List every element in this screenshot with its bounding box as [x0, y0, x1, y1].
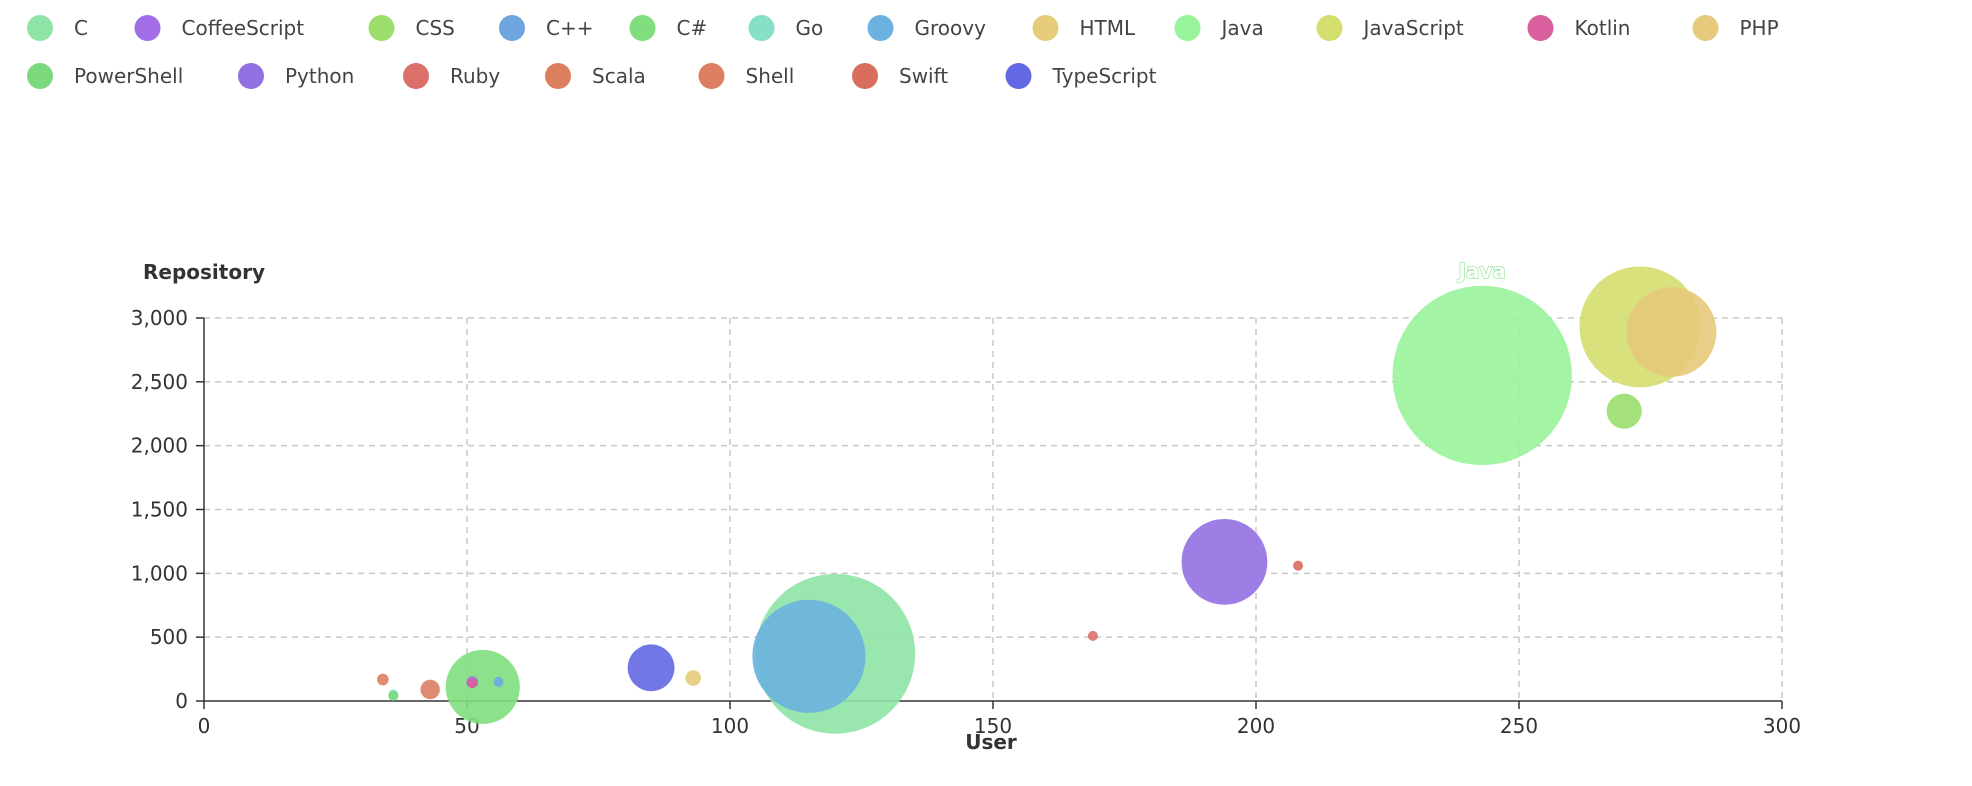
- legend-label: C++: [546, 16, 593, 40]
- legend-marker: [1527, 15, 1554, 41]
- bubble-typescript[interactable]: [627, 644, 675, 692]
- bubble-html[interactable]: [685, 670, 701, 686]
- y-tick-label: 0: [175, 689, 188, 713]
- legend-label: Kotlin: [1575, 16, 1631, 40]
- legend-marker: [748, 15, 775, 41]
- y-tick-label: 500: [150, 625, 188, 649]
- bubble-csharp[interactable]: [445, 649, 520, 725]
- legend-item-shell[interactable]: Shell: [698, 63, 795, 89]
- bubble-scala[interactable]: [376, 673, 389, 686]
- legend-label: PowerShell: [74, 64, 183, 88]
- x-axis-title: User: [965, 730, 1017, 754]
- legend-item-ruby[interactable]: Ruby: [403, 63, 500, 89]
- y-tick-label: 1,500: [131, 498, 188, 522]
- legend-item-javascript[interactable]: JavaScript: [1316, 15, 1464, 41]
- bubble-ruby[interactable]: [1087, 630, 1098, 641]
- legend-label: Python: [285, 64, 354, 88]
- plot-area: Java: [376, 258, 1717, 734]
- bubble-php[interactable]: [1626, 287, 1717, 377]
- bubble-cpp[interactable]: [493, 676, 504, 687]
- bubble-swift[interactable]: [1293, 560, 1304, 571]
- legend-label: C: [74, 16, 88, 40]
- legend-marker: [698, 63, 725, 89]
- legend-label: PHP: [1740, 16, 1779, 40]
- bubble-java[interactable]: [1392, 285, 1572, 466]
- x-tick-label: 0: [198, 714, 211, 738]
- y-axis-title: Repository: [143, 260, 265, 284]
- legend-marker: [134, 15, 161, 41]
- legend-marker: [1174, 15, 1201, 41]
- bubble-powershell[interactable]: [388, 690, 399, 701]
- legend-item-coffeescript[interactable]: CoffeeScript: [134, 15, 305, 41]
- y-tick-label: 3,000: [131, 306, 188, 330]
- legend-label: CSS: [416, 16, 455, 40]
- bubble-label-java: Java: [1456, 259, 1505, 283]
- legend-item-php[interactable]: PHP: [1692, 15, 1779, 41]
- legend-label: Shell: [746, 64, 795, 88]
- legend-item-c[interactable]: C: [27, 15, 88, 41]
- legend-marker: [1316, 15, 1343, 41]
- legend-item-cpp[interactable]: C++: [499, 15, 593, 41]
- legend-label: HTML: [1080, 16, 1137, 40]
- bubble-groovy[interactable]: [752, 599, 866, 713]
- legend-item-html[interactable]: HTML: [1032, 15, 1137, 41]
- legend-item-java[interactable]: Java: [1174, 15, 1264, 41]
- legend-label: JavaScript: [1362, 16, 1464, 40]
- legend-marker: [27, 15, 53, 41]
- legend-item-css[interactable]: CSS: [368, 15, 455, 41]
- legend-label: TypeScript: [1052, 64, 1157, 88]
- legend-label: Ruby: [450, 64, 500, 88]
- legend-marker: [545, 63, 571, 89]
- legend-item-swift[interactable]: Swift: [852, 63, 948, 89]
- legend-marker: [852, 63, 878, 89]
- legend-item-groovy[interactable]: Groovy: [867, 15, 987, 41]
- legend-marker: [1032, 15, 1059, 41]
- legend-item-go[interactable]: Go: [748, 15, 824, 41]
- legend-marker: [238, 63, 264, 89]
- y-tick-label: 1,000: [131, 561, 188, 585]
- legend-label: Java: [1220, 16, 1264, 40]
- legend-marker: [27, 63, 53, 89]
- legend-label: Swift: [899, 64, 948, 88]
- legend-item-csharp[interactable]: C#: [629, 15, 708, 41]
- x-tick-label: 300: [1763, 714, 1801, 738]
- y-tick-label: 2,500: [131, 370, 188, 394]
- legend-label: Scala: [592, 64, 646, 88]
- legend-marker: [403, 63, 429, 89]
- legend-marker: [368, 15, 395, 41]
- legend: C CoffeeScript CSS C++ C# Go Groovy HTML Java Jav…: [27, 15, 1779, 89]
- bubble-python[interactable]: [1181, 518, 1268, 605]
- legend-item-scala[interactable]: Scala: [545, 63, 646, 89]
- x-tick-label: 250: [1500, 714, 1538, 738]
- legend-item-python[interactable]: Python: [238, 63, 354, 89]
- legend-marker: [499, 15, 525, 41]
- bubble-shell[interactable]: [420, 679, 440, 700]
- bubble-kotlin[interactable]: [467, 678, 478, 689]
- legend-label: Groovy: [915, 16, 987, 40]
- legend-label: C#: [677, 16, 708, 40]
- x-tick-label: 100: [711, 714, 749, 738]
- legend-label: CoffeeScript: [182, 16, 305, 40]
- legend-marker: [1005, 63, 1032, 89]
- legend-marker: [867, 15, 894, 41]
- legend-item-powershell[interactable]: PowerShell: [27, 63, 183, 89]
- legend-item-typescript[interactable]: TypeScript: [1005, 63, 1157, 89]
- x-tick-label: 200: [1237, 714, 1275, 738]
- bubble-css[interactable]: [1606, 393, 1642, 429]
- y-tick-label: 2,000: [131, 434, 188, 458]
- legend-item-kotlin[interactable]: Kotlin: [1527, 15, 1631, 41]
- legend-marker: [1692, 15, 1719, 41]
- legend-marker: [629, 15, 656, 41]
- x-tick-label: 150: [974, 714, 1012, 738]
- legend-label: Go: [796, 16, 824, 40]
